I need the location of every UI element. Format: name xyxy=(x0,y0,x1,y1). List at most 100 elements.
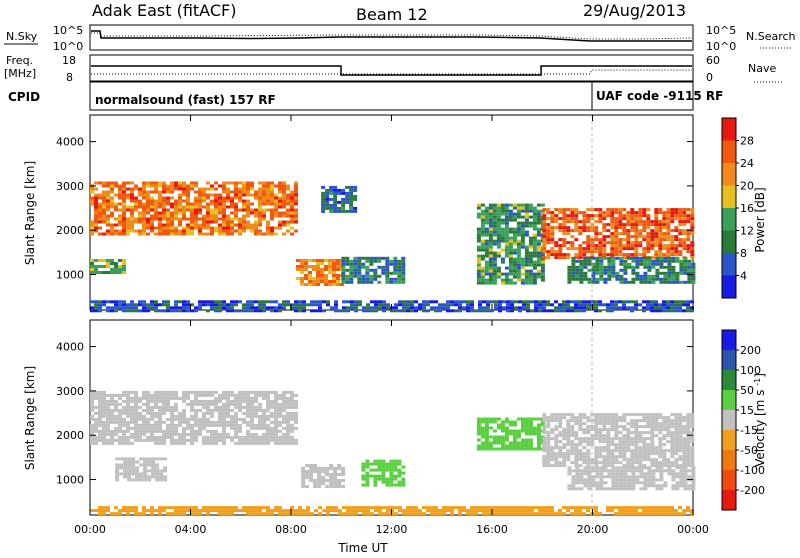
power-echo-cell xyxy=(266,181,270,185)
velocity-echo-cell xyxy=(554,452,559,456)
power-echo-cell xyxy=(290,306,294,310)
power-echo-cell xyxy=(234,214,238,218)
power-echo-cell xyxy=(690,253,695,257)
velocity-echo-cell xyxy=(598,422,603,426)
power-echo-cell xyxy=(504,281,509,285)
power-echo-cell xyxy=(226,309,230,313)
velocity-echo-cell xyxy=(214,438,218,442)
power-echo-cell xyxy=(582,306,586,310)
power-echo-cell xyxy=(170,226,174,230)
velocity-echo-cell xyxy=(674,509,678,513)
velocity-echo-cell xyxy=(650,437,655,441)
power-echo-cell xyxy=(635,277,640,281)
power-echo-cell xyxy=(262,199,266,203)
velocity-echo-cell xyxy=(691,469,696,473)
power-echo-cell xyxy=(114,262,118,265)
velocity-echo-cell xyxy=(222,396,226,400)
velocity-echo-cell xyxy=(90,426,94,430)
velocity-echo-cell xyxy=(254,399,258,403)
velocity-echo-cell xyxy=(606,422,611,426)
power-echo-cell xyxy=(230,220,234,224)
velocity-echo-cell xyxy=(520,417,525,421)
power-echo-cell xyxy=(480,269,485,273)
power-echo-cell xyxy=(682,247,687,251)
power-echo-cell xyxy=(342,309,346,313)
velocity-echo-cell xyxy=(301,470,306,473)
power-echo-cell xyxy=(357,259,362,263)
velocity-echo-cell xyxy=(134,423,138,427)
velocity-echo-cell xyxy=(610,452,615,456)
power-echo-cell xyxy=(488,239,493,243)
power-echo-cell xyxy=(194,220,198,224)
power-echo-cell xyxy=(218,303,222,307)
velocity-echo-cell xyxy=(674,458,679,462)
velocity-echo-cell xyxy=(206,509,210,513)
velocity-echo-cell xyxy=(305,470,310,473)
power-echo-cell xyxy=(686,238,691,242)
power-echo-cell xyxy=(401,265,406,269)
velocity-echo-cell xyxy=(650,461,655,465)
velocity-echo-cell xyxy=(650,449,655,453)
velocity-echo-cell xyxy=(646,443,651,447)
nsearch-tick-bottom: 10^0 xyxy=(706,40,736,53)
power-echo-cell xyxy=(294,184,298,188)
velocity-echo-cell xyxy=(377,465,382,469)
velocity-echo-cell xyxy=(166,402,170,406)
power-echo-cell xyxy=(194,309,198,313)
power-echo-cell xyxy=(610,306,614,310)
velocity-echo-cell xyxy=(385,468,390,472)
power-echo-cell xyxy=(134,229,138,233)
velocity-echo-cell xyxy=(90,390,94,394)
power-echo-cell xyxy=(318,306,322,310)
velocity-echo-cell xyxy=(671,484,676,488)
velocity-echo-cell xyxy=(158,429,162,433)
velocity-echo-cell xyxy=(238,509,242,513)
power-echo-cell xyxy=(536,251,541,255)
power-echo-cell xyxy=(401,277,406,281)
power-echo-cell xyxy=(631,259,636,263)
velocity-echo-cell xyxy=(234,441,238,445)
velocity-echo-cell xyxy=(674,422,679,426)
power-echo-cell xyxy=(587,256,592,260)
power-echo-cell xyxy=(397,280,402,284)
velocity-echo-cell xyxy=(492,429,497,433)
power-echo-cell xyxy=(300,262,304,265)
velocity-echo-cell xyxy=(166,393,170,397)
velocity-echo-cell xyxy=(682,419,687,423)
velocity-echo-cell xyxy=(198,420,202,424)
power-echo-cell xyxy=(480,218,485,222)
power-echo-cell xyxy=(98,226,102,230)
power-echo-cell xyxy=(622,306,626,310)
power-echo-cell xyxy=(154,199,158,203)
nave-trace xyxy=(91,69,692,75)
power-echo-cell xyxy=(582,229,587,233)
power-echo-cell xyxy=(258,196,262,200)
velocity-echo-cell xyxy=(516,441,521,445)
power-echo-cell xyxy=(542,309,546,313)
velocity-echo-cell xyxy=(574,419,579,423)
velocity-echo-cell xyxy=(618,425,623,429)
velocity-echo-cell xyxy=(310,512,314,516)
velocity-echo-cell xyxy=(410,509,414,513)
power-echo-cell xyxy=(646,232,651,236)
velocity-echo-cell xyxy=(562,512,566,516)
velocity-echo-cell xyxy=(583,469,588,473)
power-echo-cell xyxy=(504,215,509,219)
velocity-echo-cell xyxy=(606,437,611,441)
velocity-echo-cell xyxy=(358,506,362,510)
power-echo-cell xyxy=(130,196,134,200)
power-echo-cell xyxy=(591,265,596,269)
velocity-echo-cell xyxy=(317,467,322,470)
velocity-echo-cell xyxy=(377,468,382,472)
power-echo-cell xyxy=(594,250,599,254)
velocity-echo-cell xyxy=(246,402,250,406)
velocity-echo-cell xyxy=(492,447,497,451)
velocity-echo-cell xyxy=(678,434,683,438)
velocity-echo-cell xyxy=(534,512,538,516)
velocity-echo-cell xyxy=(131,457,136,461)
power-echo-cell xyxy=(642,235,647,239)
velocity-echo-cell xyxy=(290,414,294,418)
velocity-echo-cell xyxy=(666,449,671,453)
power-echo-cell xyxy=(194,226,198,230)
power-echo-cell xyxy=(385,265,390,269)
